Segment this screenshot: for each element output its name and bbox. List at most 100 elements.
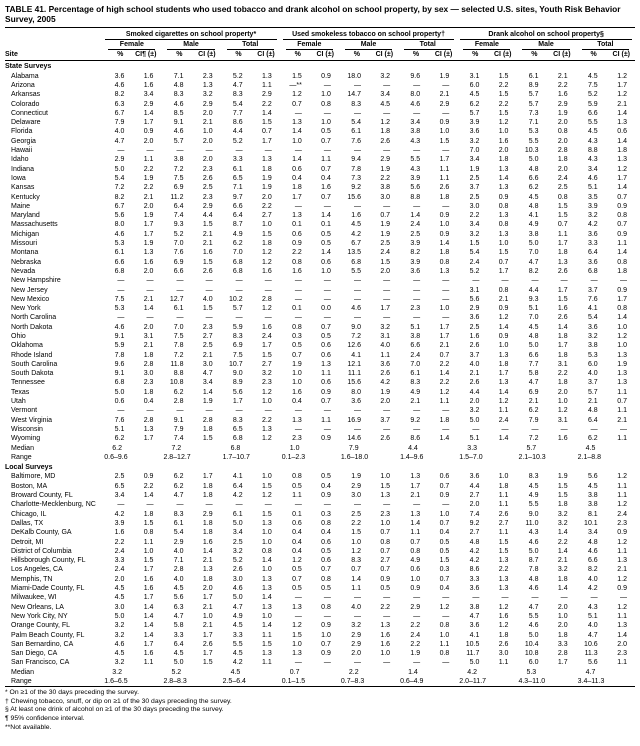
percent-value: 5.7 [528, 91, 539, 99]
percent-value: 0.7 [292, 351, 302, 359]
percent-value: — [590, 594, 598, 602]
percent-value: 6.0 [587, 360, 598, 368]
ci-value: — [383, 295, 391, 303]
ci-value: 1.8 [498, 631, 509, 639]
table-row: San Francisco, CA 3.2 1.1 5.0 1.5 4.2 1.1 — — — — —… [5, 658, 635, 667]
ci-value: 1.1 [380, 351, 391, 359]
ci-column-header: CI (±) [304, 50, 339, 62]
percent-value: 7.0 [528, 314, 539, 322]
ci-value: 1.9 [202, 398, 213, 406]
percent-value: 3.6 [469, 585, 480, 593]
ci-value: — [383, 407, 391, 415]
ci-value: 1.8 [202, 425, 213, 433]
percent-value: 5.7 [587, 388, 598, 396]
ci-value: — [323, 295, 331, 303]
ci-value: 1.7 [557, 240, 568, 248]
ci-value: 0.6 [321, 538, 331, 546]
median-value: 5.7 [526, 444, 537, 452]
ci-value: 2.4 [557, 174, 568, 182]
site-name: New York City, NY [11, 612, 68, 620]
percent-value: 5.7 [173, 137, 184, 145]
percent-value: 4.9 [528, 492, 539, 500]
percent-value: 3.2 [114, 631, 125, 639]
percent-value: 8.3 [528, 473, 539, 481]
percent-value: 5.5 [410, 156, 421, 164]
range-value: 0.6–4.9 [400, 677, 424, 685]
range-value: 1.5–7.0 [459, 453, 483, 461]
percent-value: 4.5 [587, 72, 598, 80]
ci-value: 0.6 [321, 379, 331, 387]
ci-value: — [146, 314, 154, 322]
ci-value: 0.7 [617, 193, 627, 201]
site-name: Connecticut [11, 109, 48, 117]
ci-value: 2.2 [143, 482, 154, 490]
percent-value: 6.6 [587, 557, 598, 565]
percent-value: 5.6 [232, 388, 243, 396]
percent-value: 7.5 [173, 174, 184, 182]
site-name: Missouri [11, 240, 38, 248]
percent-value: 0.6 [292, 230, 302, 238]
table-row: Los Angeles, CA 2.4 1.7 2.8 1.3 2.6 1.0 0.5 0.7 0… [5, 565, 635, 574]
ci-value: 0.8 [498, 202, 509, 210]
footnotes: * On ≥1 of the 30 days preceding the sur… [5, 689, 635, 732]
percent-value: 0.8 [292, 323, 302, 331]
ci-value: 1.4 [617, 314, 627, 322]
percent-value: 3.5 [587, 193, 598, 201]
ci-value: 0.7 [439, 575, 450, 583]
ci-value: 1.5 [557, 482, 568, 490]
percent-value: 4.5 [528, 323, 539, 331]
percent-value: 4.6 [173, 100, 184, 108]
percent-value: 2.4 [410, 631, 421, 639]
ci-value: 0.7 [380, 566, 391, 574]
ci-value: 1.1 [617, 482, 627, 490]
median-label: Median [11, 444, 34, 452]
percent-value: 3.2 [351, 622, 361, 630]
percent-value: 7.3 [351, 174, 361, 182]
column-header-total: Total [398, 40, 457, 51]
ci-column-header: CI (±) [186, 50, 221, 62]
percent-value: 0.6 [292, 165, 302, 173]
percent-value: 8.0 [114, 221, 125, 229]
ci-value: 2.9 [439, 100, 450, 108]
ci-value: 2.0 [557, 119, 568, 127]
ci-value: 1.7 [143, 119, 154, 127]
percent-value: 2.2 [469, 212, 480, 220]
ci-value: — [146, 286, 154, 294]
ci-value: 1.0 [321, 631, 331, 639]
percent-value: 8.3 [173, 510, 184, 518]
percent-value: 2.3 [292, 435, 302, 443]
ci-value: 2.6 [439, 184, 450, 192]
table-row: New Orleans, LA 3.0 1.4 6.3 2.1 4.7 1.3 1.3 0.8 4… [5, 603, 635, 612]
ci-value: 3.2 [202, 91, 213, 99]
percent-value: 1.3 [292, 212, 302, 220]
percent-value: 4.8 [528, 202, 539, 210]
percent-value: 5.4 [587, 314, 598, 322]
ci-value: 2.9 [557, 100, 568, 108]
median-value: 5.3 [526, 668, 537, 676]
ci-value: 2.6 [498, 640, 509, 648]
percent-value: 3.7 [469, 184, 480, 192]
ci-value: 1.5 [143, 519, 154, 527]
percent-value: 4.2 [351, 230, 361, 238]
range-value: 1.6–18.0 [340, 453, 369, 461]
range-value: 2.5–6.4 [222, 677, 246, 685]
table-row: South Carolina 9.6 2.8 11.8 3.0 10.7 2.7 1.9 1.3… [5, 360, 635, 369]
ci-value: 1.5 [262, 351, 272, 359]
ci-value: 0.4 [321, 529, 331, 537]
percent-value: 4.9 [410, 388, 421, 396]
ci-value: 1.3 [262, 585, 272, 593]
range-value: 2.1–8.8 [577, 453, 601, 461]
ci-value: 0.8 [617, 305, 627, 313]
ci-value: 1.2 [617, 165, 627, 173]
ci-value: 1.3 [202, 566, 213, 574]
percent-value: 3.1 [469, 72, 480, 80]
site-name: Miami-Dade County, FL [11, 585, 85, 593]
percent-value: 5.1 [528, 305, 539, 313]
percent-value: 14.7 [347, 91, 361, 99]
ci-value: 0.7 [380, 212, 391, 220]
percent-value: 5.1 [587, 184, 598, 192]
ci-value: 2.2 [143, 184, 154, 192]
ci-value: 1.4 [617, 184, 627, 192]
ci-value: 0.4 [321, 174, 331, 182]
ci-value: — [442, 147, 450, 155]
